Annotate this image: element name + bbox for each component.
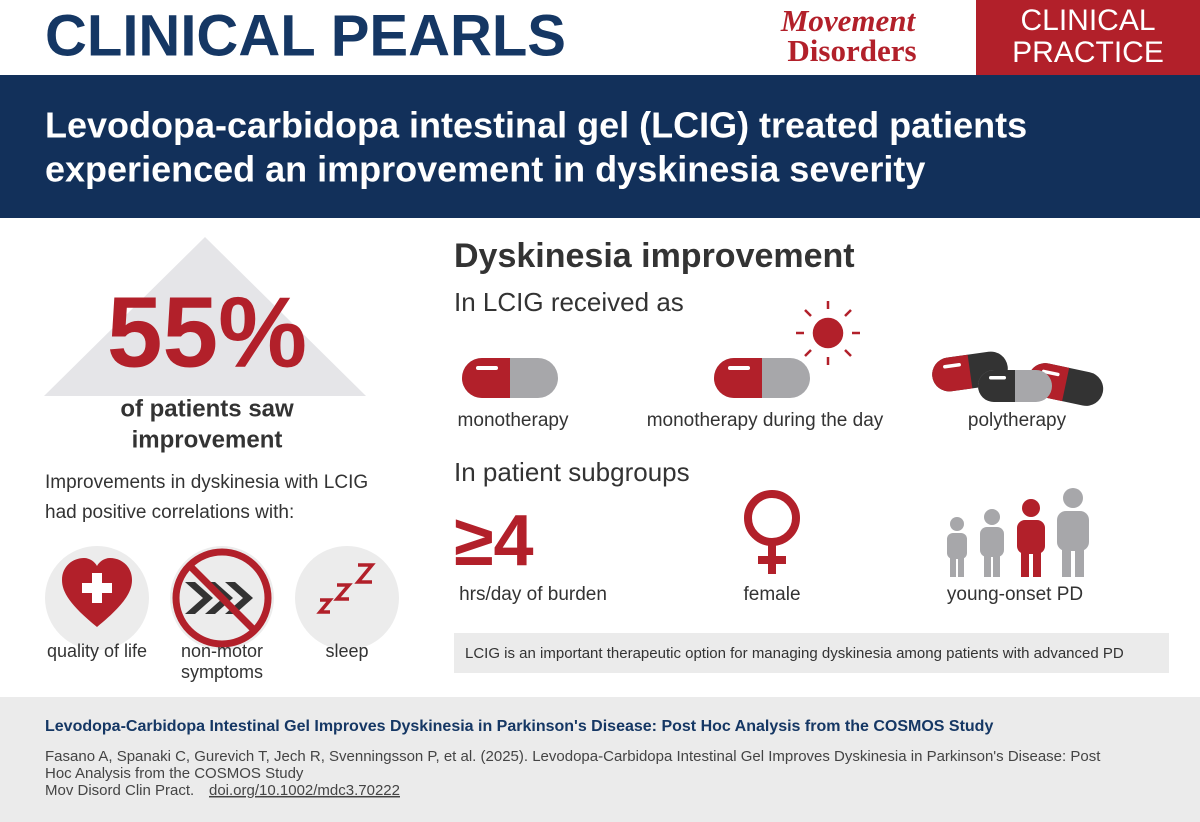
sleep-icon bbox=[316, 563, 376, 614]
sub-heading: In patient subgroups bbox=[454, 457, 690, 487]
journal-name: Movement bbox=[780, 3, 917, 38]
section-badge bbox=[976, 0, 1200, 75]
prohibit-slash bbox=[187, 563, 257, 633]
chevrons-icon bbox=[185, 582, 253, 614]
section-label: CLINICAL bbox=[1020, 4, 1155, 37]
banner-line: Levodopa-carbidopa intestinal gel (LCIG)… bbox=[45, 105, 1027, 146]
delivery-label: monotherapy during the day bbox=[647, 410, 884, 431]
conclusion-box bbox=[454, 633, 1169, 673]
page-title: CLINICAL PEARLS bbox=[45, 3, 566, 68]
correlation-label: quality of life bbox=[47, 641, 147, 661]
correlation-label: symptoms bbox=[181, 662, 263, 682]
pill-icon bbox=[714, 358, 810, 398]
cross-icon bbox=[82, 573, 112, 603]
citation-journal: Mov Disord Clin Pract. bbox=[45, 782, 194, 799]
sun-icon bbox=[796, 301, 860, 365]
section-heading: Dyskinesia improvement bbox=[454, 237, 855, 275]
conclusion: LCIG is an important therapeutic option … bbox=[465, 645, 1124, 662]
stat-caption: improvement bbox=[132, 426, 283, 453]
stat-arrow bbox=[44, 237, 366, 396]
subgroup-label: female bbox=[743, 584, 800, 605]
subgroup-label: hrs/day of burden bbox=[459, 584, 607, 605]
correlation-intro: had positive correlations with: bbox=[45, 502, 294, 523]
female-icon bbox=[744, 490, 800, 574]
delivery-label: monotherapy bbox=[458, 410, 569, 431]
pills-icon bbox=[930, 349, 1107, 410]
stat-caption: of patients saw bbox=[120, 395, 294, 422]
subgroup-value: ≥4 bbox=[454, 501, 534, 581]
footer bbox=[0, 697, 1200, 822]
sub-heading: In LCIG received as bbox=[454, 287, 684, 317]
citation-title: Levodopa-Carbidopa Intestinal Gel Improv… bbox=[45, 718, 993, 735]
people-icon bbox=[947, 488, 1089, 577]
pill-icon bbox=[462, 358, 558, 398]
banner-line: experienced an improvement in dyskinesia… bbox=[45, 149, 925, 190]
stat-value: 55% bbox=[107, 276, 307, 388]
correlation-label: non-motor bbox=[181, 641, 263, 661]
citation-line: Hoc Analysis from the COSMOS Study bbox=[45, 765, 304, 782]
banner bbox=[0, 75, 1200, 218]
journal-name: Disorders bbox=[787, 33, 916, 68]
doi-link[interactable]: doi.org/10.1002/mdc3.70222 bbox=[209, 782, 400, 799]
correlation-label: sleep bbox=[325, 641, 368, 661]
section-label: PRACTICE bbox=[1012, 36, 1164, 69]
correlation-intro: Improvements in dyskinesia with LCIG bbox=[45, 472, 368, 493]
subgroup-label: young-onset PD bbox=[947, 584, 1083, 605]
delivery-label: polytherapy bbox=[968, 410, 1067, 431]
prohibit-ring bbox=[172, 548, 272, 648]
citation-line: Fasano A, Spanaki C, Gurevich T, Jech R,… bbox=[45, 748, 1101, 765]
